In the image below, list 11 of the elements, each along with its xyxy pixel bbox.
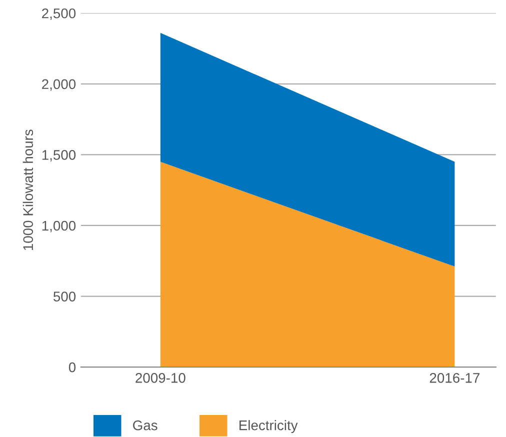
- y-axis-title: 1000 Kilowatt hours: [22, 130, 34, 250]
- y-tick-label: 500: [53, 292, 76, 302]
- x-tick-label: 2016-17: [430, 373, 480, 383]
- y-tick-label: 1,500: [42, 150, 76, 162]
- y-tick-label: 2,500: [42, 8, 76, 20]
- x-tick-label: 2009-10: [136, 373, 186, 383]
- y-tick-label: 0: [68, 362, 76, 372]
- legend-label: Electricity: [240, 420, 298, 433]
- y-tick-label: 1,000: [42, 220, 76, 232]
- legend-label: Gas: [133, 420, 158, 430]
- y-tick-label: 2,000: [42, 79, 76, 91]
